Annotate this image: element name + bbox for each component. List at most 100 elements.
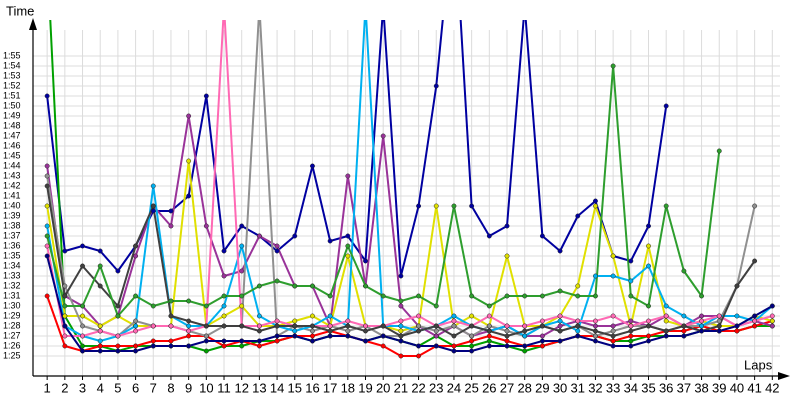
series-line: [46, 20, 773, 337]
point: [433, 303, 439, 309]
point: [44, 203, 50, 209]
point: [62, 303, 68, 309]
point: [221, 293, 227, 299]
point: [592, 203, 598, 209]
point: [734, 323, 740, 329]
y-axis-arrow: [29, 18, 37, 30]
point: [504, 323, 510, 329]
point: [239, 343, 245, 349]
point: [150, 323, 156, 329]
point: [716, 313, 722, 319]
point: [486, 313, 492, 319]
x-tick-label: 4: [97, 380, 104, 395]
point: [62, 313, 68, 319]
point: [592, 328, 598, 334]
point: [62, 333, 68, 339]
point: [522, 343, 528, 349]
y-tick-label: 1:47: [3, 130, 21, 140]
point: [681, 268, 687, 274]
x-tick-label: 11: [217, 380, 231, 395]
point: [433, 83, 439, 89]
point: [133, 318, 139, 324]
point: [592, 198, 598, 204]
y-tick-label: 1:37: [3, 230, 21, 240]
point: [398, 273, 404, 279]
point: [469, 203, 475, 209]
y-tick-label: 1:36: [3, 240, 21, 250]
point: [133, 323, 139, 329]
point: [557, 248, 563, 254]
point: [327, 238, 333, 244]
point: [203, 323, 209, 329]
point: [699, 323, 705, 329]
point: [62, 323, 68, 329]
y-tick-label: 1:49: [3, 110, 21, 120]
x-tick-label: 39: [712, 380, 726, 395]
x-tick-label: 31: [571, 380, 585, 395]
point: [292, 333, 298, 339]
y-tick-label: 1:33: [3, 270, 21, 280]
point: [539, 233, 545, 239]
point: [150, 343, 156, 349]
y-tick-label: 1:43: [3, 170, 21, 180]
point: [363, 328, 368, 334]
point: [115, 343, 121, 349]
point: [97, 338, 103, 344]
plot-area: [44, 20, 775, 359]
point: [310, 333, 315, 339]
y-tick-label: 1:28: [3, 320, 21, 330]
point: [504, 333, 510, 339]
point: [416, 353, 422, 359]
point: [133, 243, 139, 249]
x-tick-label: 33: [606, 380, 620, 395]
point: [274, 333, 280, 339]
point: [539, 343, 545, 349]
point: [62, 343, 68, 349]
y-axis-label: Time: [6, 3, 34, 18]
x-tick-label: 17: [323, 380, 337, 395]
point: [734, 313, 740, 319]
point: [203, 93, 209, 99]
point: [557, 318, 563, 324]
point: [345, 173, 351, 179]
point: [168, 323, 174, 329]
point: [469, 313, 475, 319]
y-tick-label: 1:39: [3, 210, 21, 220]
point: [646, 303, 651, 309]
point: [663, 313, 669, 319]
point: [539, 323, 545, 329]
point: [752, 323, 758, 329]
y-tick-label: 1:35: [3, 250, 21, 260]
point: [292, 233, 298, 239]
point: [504, 293, 510, 299]
x-tick-label: 27: [500, 380, 514, 395]
point: [203, 338, 209, 344]
point: [274, 278, 280, 284]
point: [646, 338, 651, 344]
series-line: [46, 255, 773, 352]
point: [522, 328, 528, 334]
point: [486, 333, 492, 339]
point: [575, 283, 581, 289]
point: [592, 323, 598, 329]
point: [274, 318, 280, 324]
x-tick-label: 24: [447, 380, 461, 395]
point: [663, 318, 669, 324]
point: [610, 338, 616, 344]
point: [133, 328, 139, 334]
point: [80, 343, 85, 349]
point: [327, 328, 333, 334]
point: [681, 313, 687, 319]
point: [363, 323, 368, 329]
point: [80, 303, 85, 309]
point: [433, 343, 439, 349]
point: [451, 343, 457, 349]
x-tick-label: 25: [464, 380, 478, 395]
x-tick-label: 12: [234, 380, 248, 395]
point: [575, 293, 581, 299]
point: [292, 318, 298, 324]
point: [592, 293, 598, 299]
point: [451, 313, 457, 319]
point: [646, 323, 651, 329]
y-tick-label: 1:55: [3, 50, 21, 60]
